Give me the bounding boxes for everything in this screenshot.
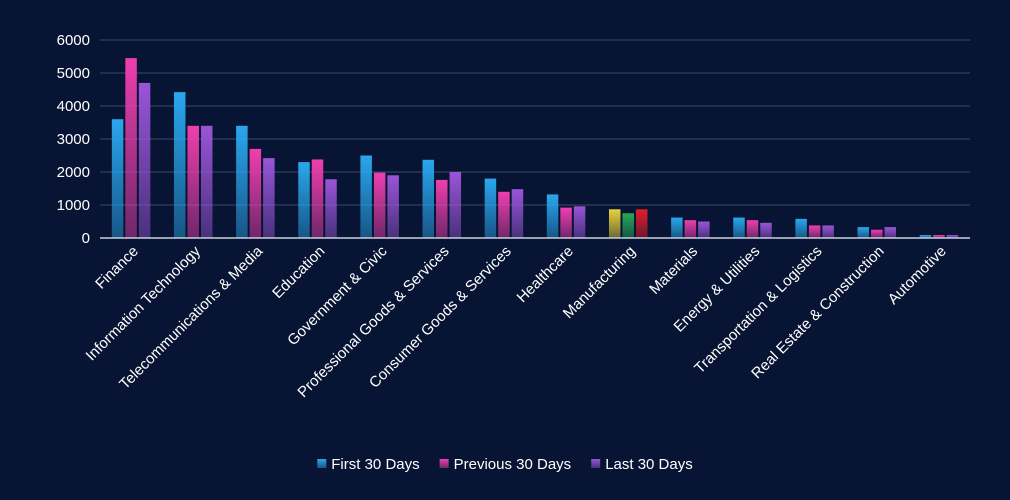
bar-government-and-civic-first-30-days (360, 155, 372, 238)
bar-professional-goods-and-services-previous-30-days (436, 179, 448, 238)
legend-item-last-30-days: Last 30 Days (591, 456, 693, 473)
x-tick-label-automotive: Automotive (885, 243, 950, 308)
bar-consumer-goods-and-services-last-30-days (511, 189, 524, 238)
y-tick-label-4000: 4000 (57, 98, 90, 115)
bar-information-technology-previous-30-days (187, 125, 199, 238)
x-tick-label-healthcare: Healthcare (514, 243, 577, 306)
bar-telecommunications-and-media-previous-30-days (249, 148, 262, 238)
bar-education-last-30-days (325, 179, 337, 238)
bar-government-and-civic-previous-30-days (373, 172, 386, 238)
x-tick-label-finance: Finance (92, 243, 142, 293)
bar-real-estate-and-construction-previous-30-days (871, 229, 883, 238)
y-tick-label-3000: 3000 (57, 131, 90, 148)
bar-information-technology-last-30-days (200, 125, 213, 238)
bar-materials-last-30-days (698, 221, 710, 238)
legend-swatch-first-30-days (317, 459, 327, 468)
y-tick-label-5000: 5000 (57, 65, 90, 82)
x-tick-label-information-technology: Information Technology (83, 242, 205, 364)
bar-real-estate-and-construction-first-30-days (857, 227, 870, 238)
bar-professional-goods-and-services-last-30-days (449, 172, 462, 238)
legend-label-previous-30-days: Previous 30 Days (454, 456, 572, 473)
bar-energy-and-utilities-previous-30-days (746, 220, 759, 238)
bar-finance-first-30-days (111, 119, 124, 238)
bar-healthcare-previous-30-days (560, 207, 572, 238)
x-tick-label-real-estate-and-construction: Real Estate & Construction (748, 243, 887, 382)
legend-item-first-30-days: First 30 Days (317, 456, 420, 473)
bar-education-first-30-days (298, 162, 310, 238)
legend: First 30 Days Previous 30 Days Last 30 Day… (317, 456, 693, 473)
bar-finance-last-30-days (138, 82, 151, 239)
bar-healthcare-first-30-days (546, 194, 559, 238)
bar-energy-and-utilities-last-30-days (760, 222, 772, 238)
y-tick-label-1000: 1000 (57, 197, 90, 214)
bar-automotive-first-30-days (919, 235, 932, 238)
bar-telecommunications-and-media-last-30-days (263, 158, 275, 238)
bar-government-and-civic-last-30-days (387, 175, 399, 238)
bar-education-previous-30-days (311, 159, 324, 238)
y-axis-ticks: 0 1000 2000 3000 4000 5000 6000 (57, 32, 90, 247)
legend-item-previous-30-days: Previous 30 Days (439, 456, 572, 473)
bar-manufacturing-first-30-days (608, 209, 621, 238)
legend-swatch-last-30-days (591, 459, 601, 468)
bar-transportation-and-logistics-previous-30-days (808, 225, 821, 238)
bar-information-technology-first-30-days (173, 92, 186, 238)
bar-healthcare-last-30-days (573, 206, 586, 238)
bar-consumer-goods-and-services-previous-30-days (498, 191, 510, 238)
x-tick-label-education: Education (269, 243, 328, 302)
bar-consumer-goods-and-services-first-30-days (484, 178, 497, 238)
x-tick-label-transportation-and-logistics: Transportation & Logistics (691, 243, 825, 377)
y-tick-label-6000: 6000 (57, 32, 90, 49)
bar-manufacturing-previous-30-days (622, 213, 634, 238)
bar-automotive-last-30-days (946, 235, 959, 238)
bar-transportation-and-logistics-first-30-days (795, 218, 807, 238)
bar-transportation-and-logistics-last-30-days (822, 225, 834, 238)
bar-telecommunications-and-media-first-30-days (236, 125, 248, 238)
bar-finance-previous-30-days (125, 58, 137, 239)
legend-swatch-previous-30-days (439, 459, 449, 468)
bar-manufacturing-last-30-days (635, 209, 648, 238)
legend-label-first-30-days: First 30 Days (331, 456, 419, 473)
legend-label-last-30-days: Last 30 Days (605, 456, 693, 473)
bar-professional-goods-and-services-first-30-days (422, 159, 435, 238)
gridlines (100, 39, 970, 206)
y-tick-label-0: 0 (82, 230, 90, 247)
bar-real-estate-and-construction-last-30-days (884, 227, 897, 238)
y-tick-label-2000: 2000 (57, 164, 90, 181)
bar-automotive-previous-30-days (933, 235, 945, 238)
x-tick-label-materials: Materials (646, 243, 701, 298)
bar-energy-and-utilities-first-30-days (733, 217, 745, 238)
bar-materials-previous-30-days (684, 220, 697, 238)
bars (111, 58, 959, 239)
bar-materials-first-30-days (671, 217, 683, 238)
